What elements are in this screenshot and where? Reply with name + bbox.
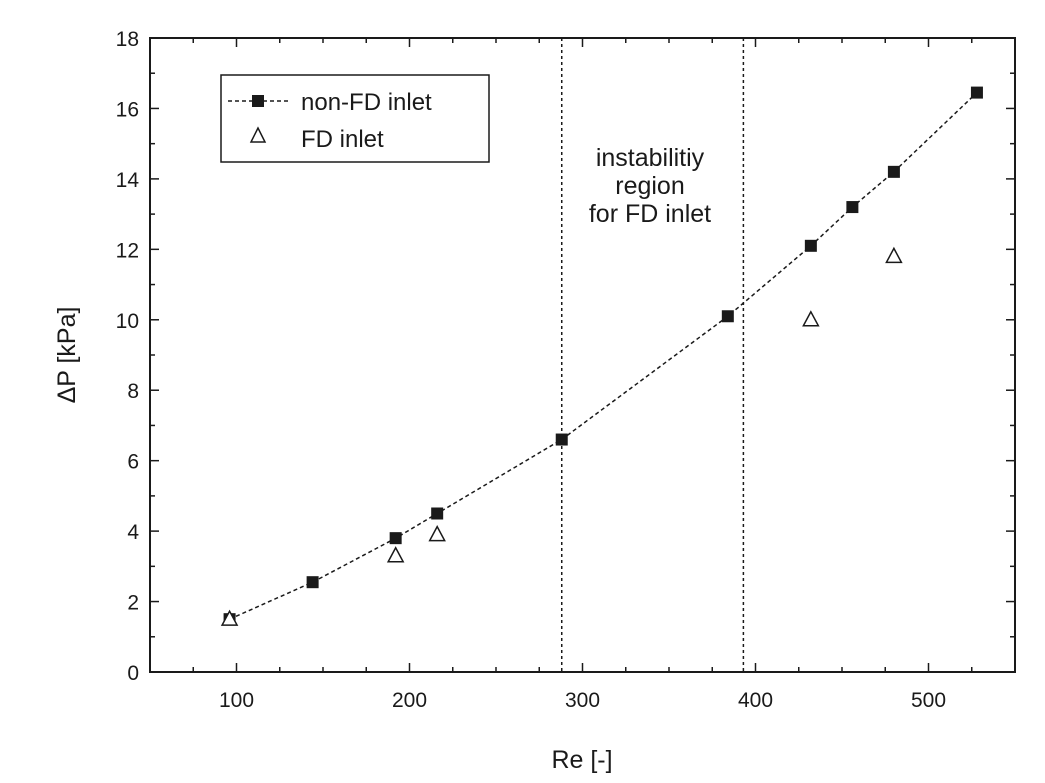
x-tick-label: 200	[392, 689, 427, 712]
x-tick-label: 300	[565, 689, 600, 712]
annotation-line-2: region	[615, 172, 685, 200]
non-fd-point	[804, 239, 817, 252]
legend-label-non-fd: non-FD inlet	[301, 89, 432, 116]
non-fd-dashed-line	[229, 92, 978, 620]
y-axis-title: ΔP [kPa]	[53, 307, 81, 404]
x-axis-title: Re [-]	[551, 746, 612, 774]
fd-point	[220, 609, 239, 626]
y-tick-label: 10	[116, 310, 139, 333]
x-tick-labels: 100 200 300 400 500	[219, 689, 946, 712]
x-tick-label: 400	[738, 689, 773, 712]
y-tick-label: 14	[116, 169, 140, 192]
y-tick-labels: 0 2 4 6 8 10 12 14 16 18	[116, 28, 140, 685]
y-tick-label: 6	[127, 451, 139, 474]
x-tick-label: 500	[911, 689, 946, 712]
y-tick-label: 4	[127, 521, 139, 544]
fd-point	[428, 525, 446, 542]
data-points	[220, 86, 983, 626]
non-fd-point	[389, 532, 402, 545]
x-tick-label: 100	[219, 689, 254, 712]
non-fd-point	[846, 201, 859, 214]
non-fd-point	[555, 433, 568, 446]
y-tick-label: 8	[127, 380, 139, 403]
y-tick-label: 2	[127, 592, 139, 615]
fd-point	[885, 246, 903, 264]
legend-marker-non-fd	[252, 95, 264, 107]
annotation-line-3: for FD inlet	[589, 200, 711, 228]
legend-label-fd: FD inlet	[301, 126, 384, 153]
non-fd-point	[887, 165, 900, 178]
y-tick-label: 12	[116, 239, 139, 262]
instability-boundaries	[560, 38, 745, 672]
non-fd-point	[721, 310, 734, 323]
annotation-line-1: instabilitiy	[596, 144, 705, 172]
legend: non-FD inlet FD inlet	[220, 74, 490, 163]
annotation-instability: instabilitiy region for FD inlet	[589, 144, 711, 228]
legend-marker-fd	[249, 126, 267, 143]
y-tick-label: 18	[116, 28, 139, 51]
y-tick-label: 16	[116, 98, 139, 121]
y-tick-label: 0	[127, 662, 139, 685]
fd-point	[386, 546, 405, 563]
legend-box	[220, 74, 490, 163]
non-fd-point	[431, 507, 444, 520]
axis-ticks	[149, 37, 1016, 673]
fd-point	[802, 310, 820, 327]
non-fd-point	[970, 86, 983, 99]
non-fd-point	[306, 576, 319, 589]
